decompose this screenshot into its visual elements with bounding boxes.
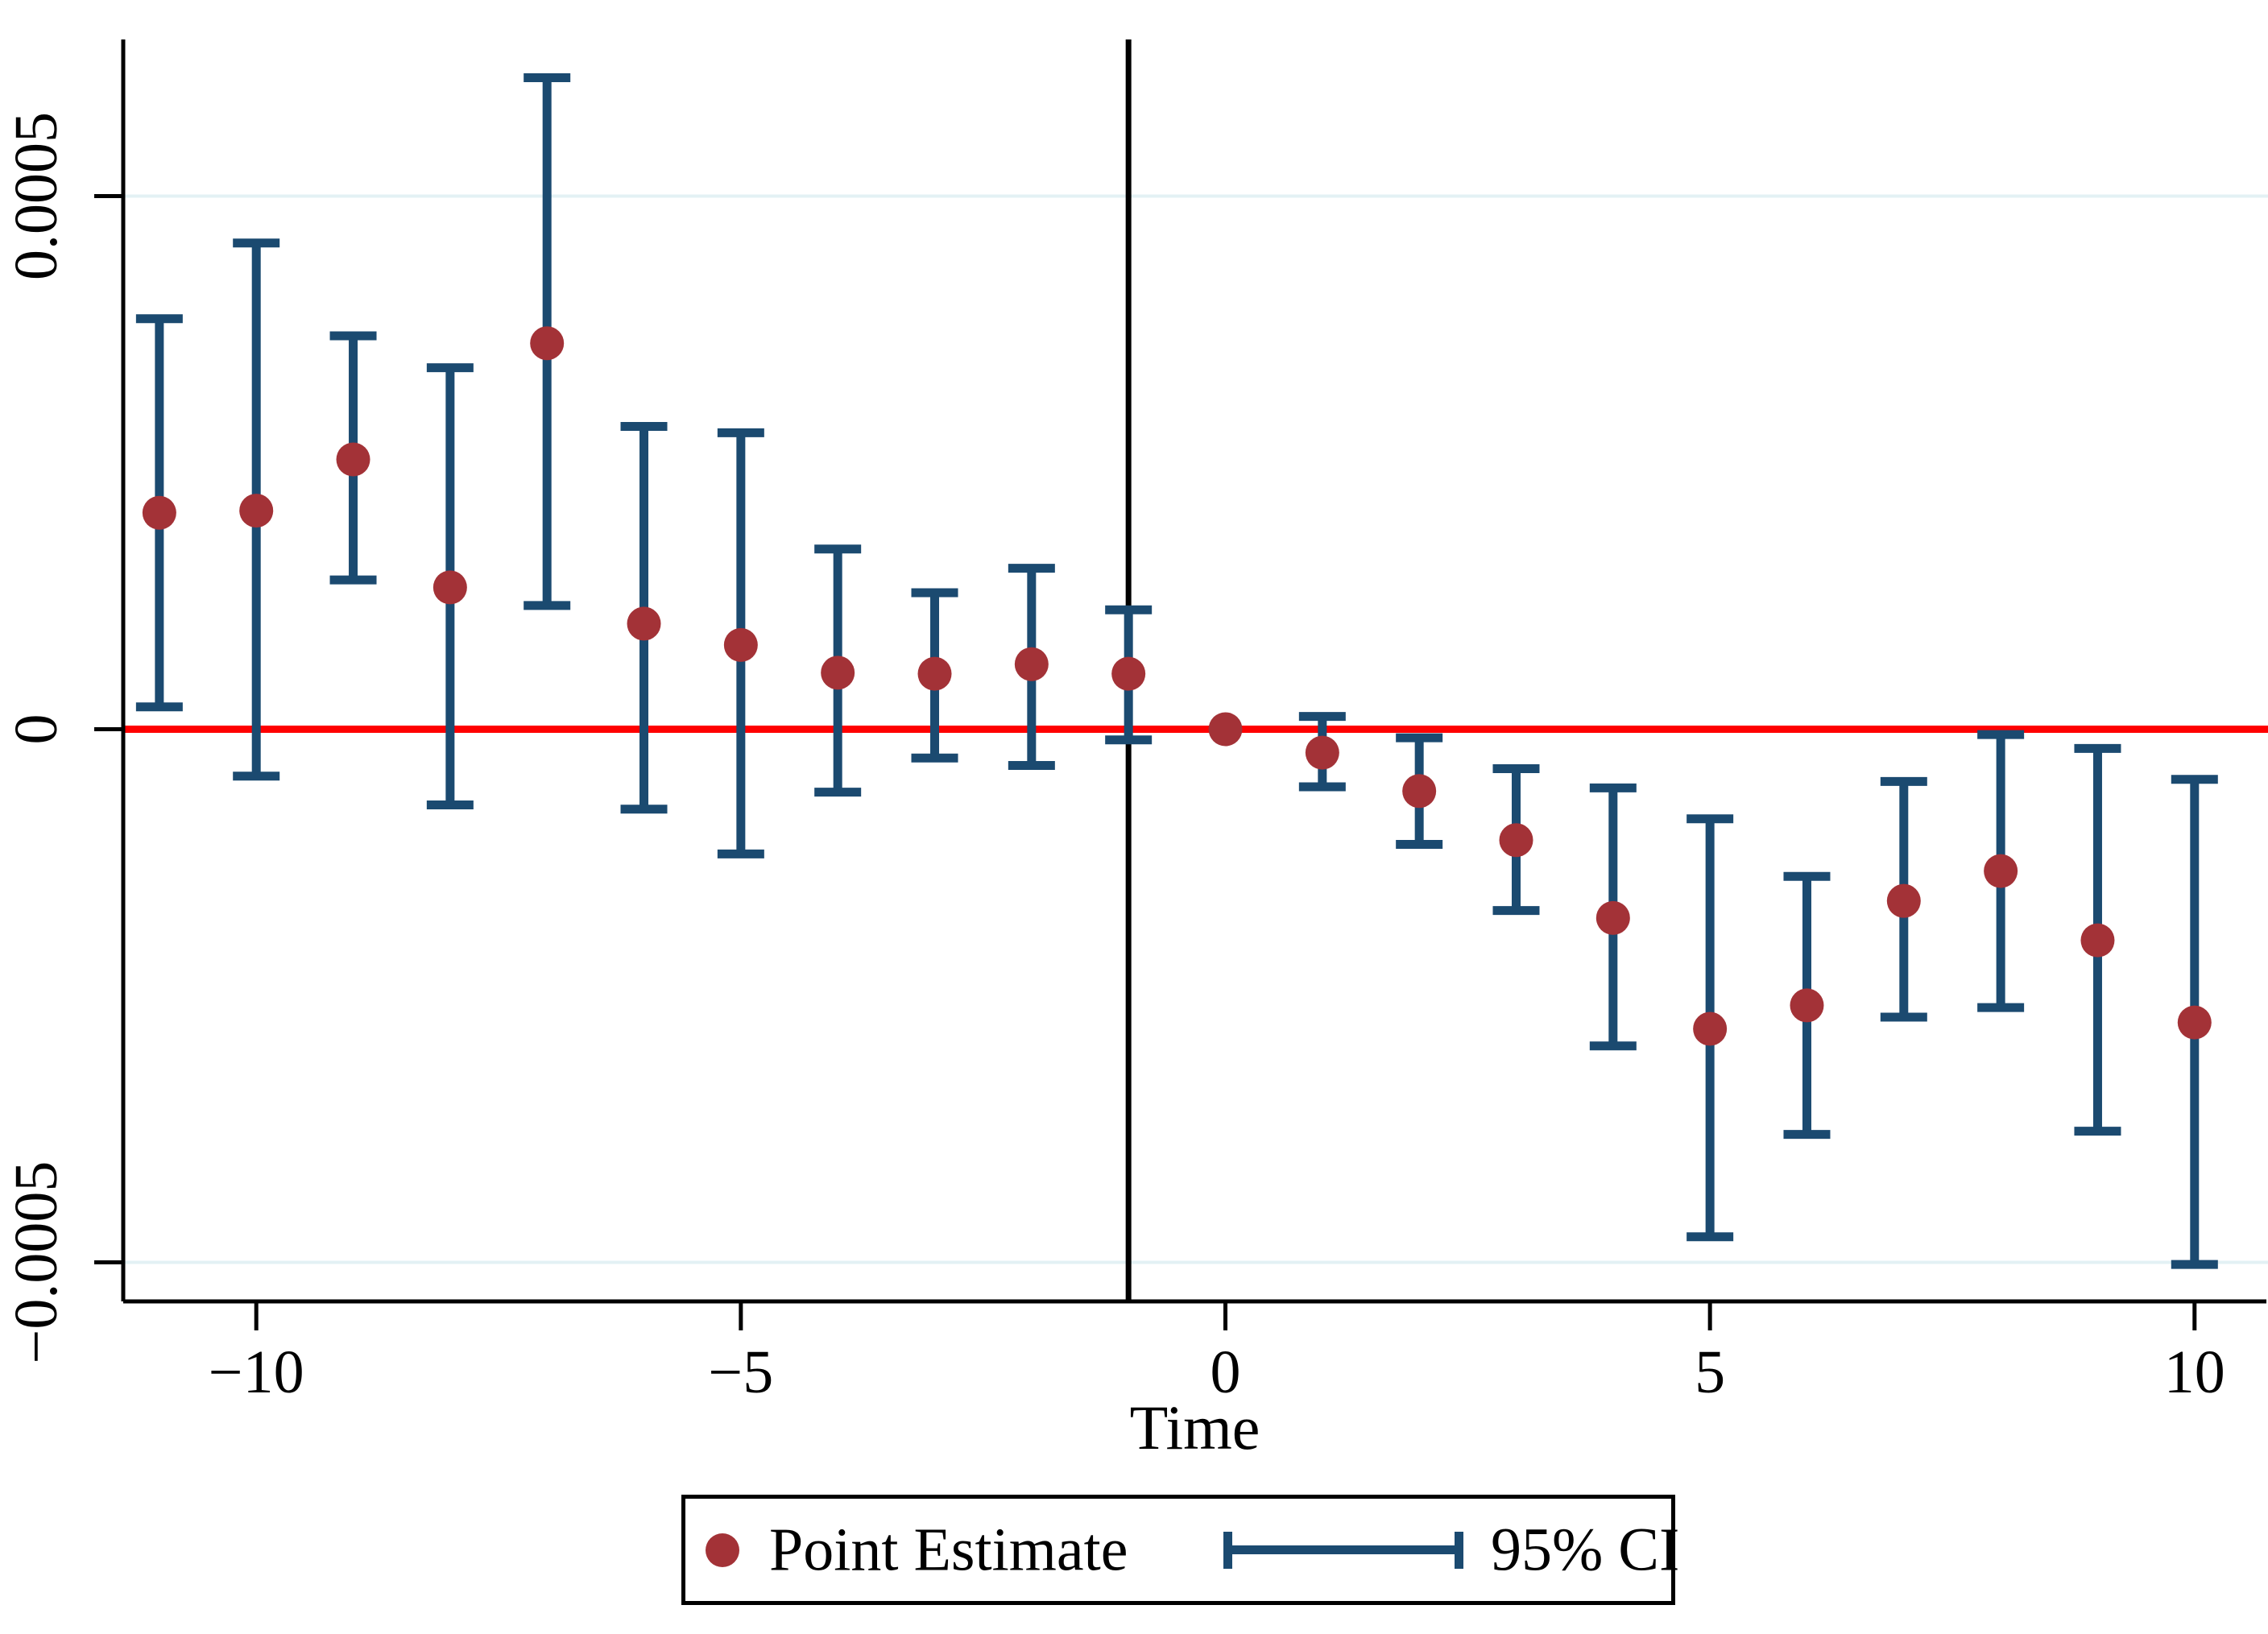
point-estimate-marker — [1499, 823, 1533, 858]
legend-box: Point Estimate 95% CI — [681, 1495, 1679, 1605]
point-estimate-marker — [1790, 988, 1824, 1023]
point-estimate-marker — [530, 326, 565, 361]
x-axis-label: Time — [1130, 1392, 1260, 1462]
point-estimate-marker — [1886, 883, 1921, 918]
ci-left-cap-icon — [1223, 1531, 1232, 1569]
gridlines — [123, 194, 2268, 1264]
x-axis-title: Time — [1130, 1392, 1260, 1462]
x-tick-label: −5 — [708, 1338, 773, 1406]
point-estimate-marker — [821, 656, 855, 690]
y-axis-ticks: 0.0005 0 −0.0005 — [2, 112, 123, 1363]
point-estimate-marker — [1305, 735, 1339, 770]
x-tick-label: 5 — [1695, 1338, 1725, 1406]
point-estimate-marker-icon — [706, 1533, 739, 1567]
point-estimate-marker — [627, 606, 661, 641]
y-tick-label: 0.0005 — [2, 112, 70, 280]
point-estimate-marker — [1111, 656, 1146, 691]
legend-ci-label: 95% CI — [1491, 1516, 1680, 1583]
ci-marker-icon — [1223, 1531, 1463, 1569]
point-estimate-marker — [1693, 1011, 1728, 1046]
point-estimate-marker — [1595, 900, 1630, 935]
point-estimate-marker — [2177, 1005, 2212, 1040]
y-tick-label: −0.0005 — [2, 1161, 70, 1364]
point-estimate-marker — [142, 495, 176, 530]
point-estimate-marker — [917, 656, 952, 691]
error-bars — [135, 73, 2218, 1269]
point-estimate-marker — [336, 442, 370, 477]
point-estimate-marker — [2080, 923, 2115, 958]
y-tick-label: 0 — [2, 714, 70, 745]
point-estimate-marker — [239, 494, 274, 528]
x-tick-label: 10 — [2164, 1338, 2225, 1406]
point-estimate-marker — [432, 570, 467, 605]
ci-line-icon — [1232, 1545, 1455, 1554]
ci-right-cap-icon — [1455, 1531, 1463, 1569]
x-tick-label: 0 — [1211, 1338, 1241, 1406]
axes — [121, 39, 2266, 1304]
point-estimate-marker — [1402, 774, 1437, 809]
point-estimate-marker — [723, 627, 758, 662]
x-axis-ticks: −10 −5 0 5 10 — [209, 1301, 2225, 1406]
point-estimate-marker — [1014, 647, 1049, 681]
point-estimates — [142, 326, 2212, 1046]
point-estimate-marker — [1208, 712, 1243, 747]
x-tick-label: −10 — [209, 1338, 304, 1406]
legend-point-estimate-label: Point Estimate — [769, 1516, 1128, 1583]
point-estimate-marker — [1984, 854, 2018, 888]
